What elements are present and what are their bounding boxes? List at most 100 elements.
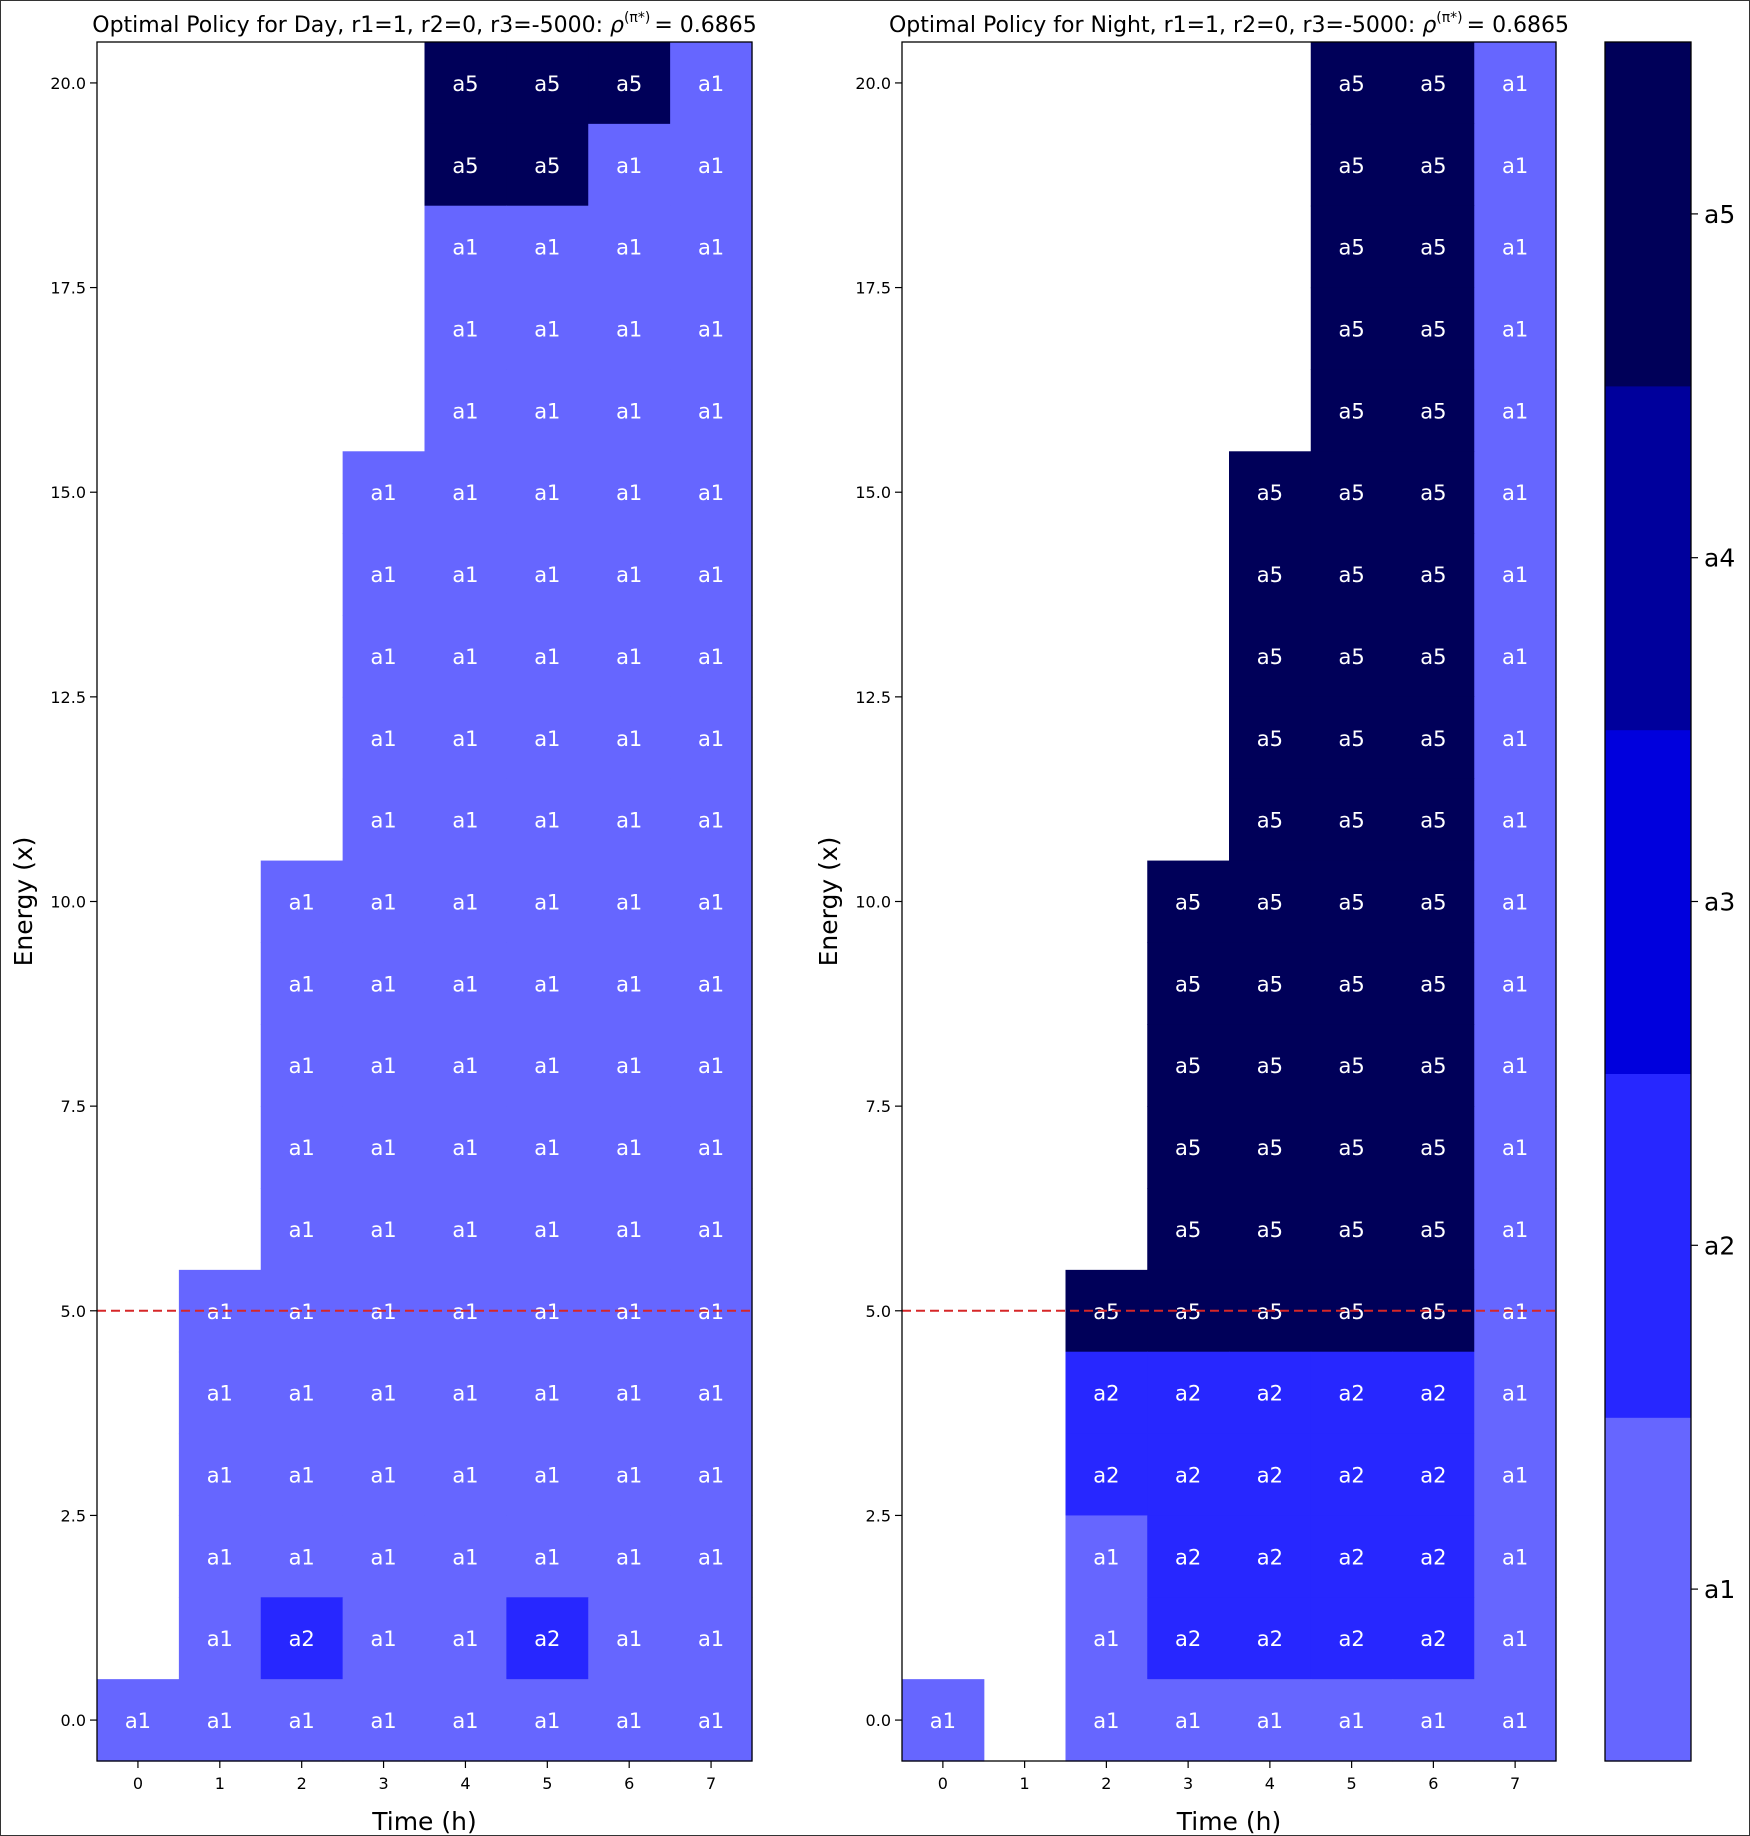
heatmap-cell [1229, 860, 1312, 944]
cell-label: a2 [534, 1627, 560, 1651]
heatmap-cell [506, 369, 589, 452]
cell-label: a1 [207, 1709, 233, 1733]
colorbar-segment [1605, 42, 1691, 387]
heatmap-cell [424, 1024, 507, 1107]
heatmap-cell [506, 696, 589, 780]
heatmap-cell [1147, 1024, 1230, 1107]
heatmap-cell [1474, 1024, 1557, 1107]
cell-label: a5 [1420, 481, 1446, 505]
cell-label: a5 [1257, 563, 1283, 587]
cell-label: a1 [616, 1218, 642, 1242]
cell-label: a1 [534, 399, 560, 423]
cell-label: a5 [534, 154, 560, 178]
cell-label: a1 [698, 891, 724, 915]
cell-label: a5 [452, 72, 478, 96]
x-tick-label: 7 [706, 1774, 716, 1793]
cell-label: a1 [452, 1054, 478, 1078]
cell-label: a2 [1420, 1627, 1446, 1651]
cell-label: a5 [1339, 481, 1365, 505]
heatmap-cell [424, 778, 507, 862]
cell-label: a5 [1257, 645, 1283, 669]
cell-label: a1 [698, 1464, 724, 1488]
cell-label: a1 [616, 1464, 642, 1488]
heatmap-cell [342, 1515, 426, 1598]
heatmap-cell [506, 1515, 589, 1598]
cell-label: a2 [1339, 1464, 1365, 1488]
cell-label: a5 [1420, 645, 1446, 669]
cell-label: a1 [698, 1218, 724, 1242]
cell-label: a1 [534, 1054, 560, 1078]
cell-label: a1 [534, 1136, 560, 1160]
cell-label: a1 [452, 891, 478, 915]
cell-label: a2 [1093, 1382, 1119, 1406]
cell-label: a1 [534, 1545, 560, 1569]
cell-label: a1 [1502, 809, 1528, 833]
heatmap-cell [588, 1024, 671, 1107]
cell-label: a1 [1502, 891, 1528, 915]
heatmap-cell [670, 1597, 753, 1680]
cell-label: a5 [1257, 727, 1283, 751]
cell-label: a1 [930, 1709, 956, 1733]
heatmap-cell [342, 533, 426, 616]
cell-label: a5 [1420, 154, 1446, 178]
heatmap-cell [588, 205, 671, 289]
y-tick-label: 5.0 [866, 1302, 891, 1321]
cell-label: a1 [698, 972, 724, 996]
heatmap-cell [670, 1679, 753, 1762]
cell-label: a5 [1257, 1136, 1283, 1160]
heatmap-cell [670, 1515, 753, 1598]
cell-label: a1 [289, 1218, 315, 1242]
heatmap-cell [1229, 1351, 1312, 1435]
heatmap-cell [1229, 942, 1312, 1025]
colorbar-tick-label: a2 [1704, 1231, 1735, 1260]
cell-label: a1 [534, 318, 560, 342]
heatmap-cell [1392, 615, 1475, 698]
heatmap-cell [424, 451, 507, 534]
y-tick-label: 0.0 [866, 1711, 891, 1730]
heatmap-cell [1310, 42, 1394, 125]
y-tick-label: 12.5 [50, 688, 86, 707]
cell-label: a1 [370, 1545, 396, 1569]
heatmap-cell [1310, 205, 1394, 289]
heatmap-cell [424, 205, 507, 289]
heatmap-cell [260, 1351, 344, 1435]
heatmap-cell [1474, 451, 1557, 534]
heatmap-cell [424, 287, 507, 371]
cell-label: a2 [1420, 1545, 1446, 1569]
heatmap-cell [1229, 615, 1312, 698]
x-tick-label: 2 [1101, 1774, 1111, 1793]
cell-label: a1 [452, 563, 478, 587]
heatmap-cell [1229, 1515, 1312, 1598]
cell-label: a1 [370, 1464, 396, 1488]
cell-label: a1 [370, 563, 396, 587]
heatmap-cell [1310, 1188, 1394, 1271]
cell-label: a1 [370, 1627, 396, 1651]
cell-label: a1 [207, 1545, 233, 1569]
cell-label: a1 [534, 1218, 560, 1242]
heatmap-cell [1392, 1024, 1475, 1107]
heatmap-cell [342, 1679, 426, 1762]
cell-label: a5 [1339, 727, 1365, 751]
heatmap-cell [1392, 860, 1475, 944]
heatmap-cell [1310, 942, 1394, 1025]
heatmap-cell [1392, 942, 1475, 1025]
cell-label: a5 [1339, 1054, 1365, 1078]
cell-label: a5 [1420, 727, 1446, 751]
heatmap-cell [342, 451, 426, 534]
heatmap-cell [1392, 1106, 1475, 1189]
cell-label: a1 [207, 1627, 233, 1651]
cell-label: a2 [1257, 1382, 1283, 1406]
cell-label: a2 [1257, 1464, 1283, 1488]
heatmap-cell [342, 1351, 426, 1435]
heatmap-cell [506, 1188, 589, 1271]
heatmap-cell [1392, 123, 1475, 207]
heatmap-cell [1392, 1188, 1475, 1271]
x-tick-label: 6 [624, 1774, 634, 1793]
heatmap-cell [506, 451, 589, 534]
heatmap-cell [1474, 1433, 1557, 1517]
heatmap-cell [1147, 1433, 1230, 1517]
cell-label: a1 [698, 727, 724, 751]
cell-label: a1 [698, 1382, 724, 1406]
cell-label: a1 [1502, 727, 1528, 751]
heatmap-cell [506, 1024, 589, 1107]
